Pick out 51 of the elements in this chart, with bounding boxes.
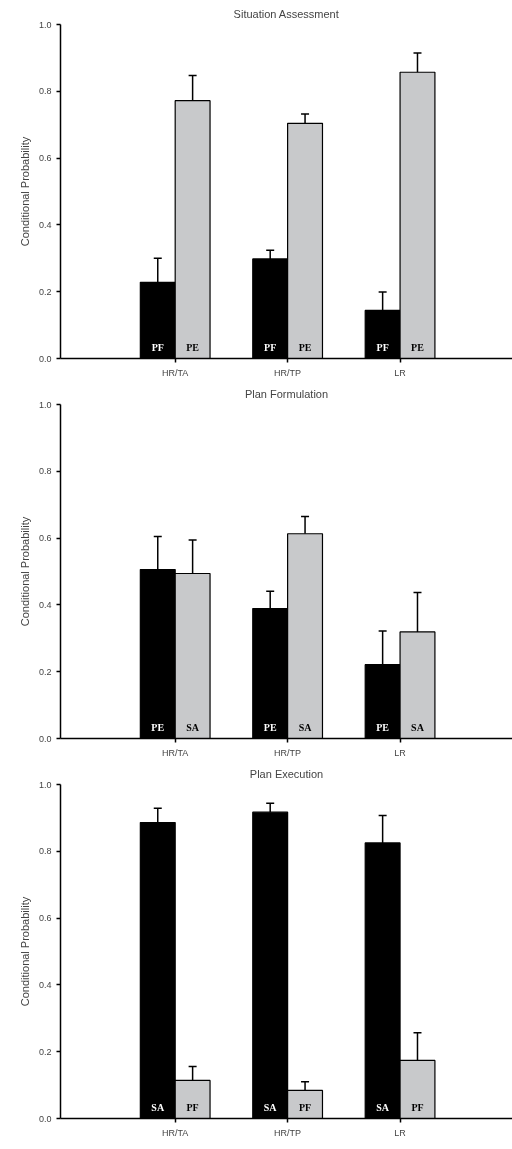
x-tick-label: LR (394, 747, 407, 758)
text: PE (411, 342, 424, 354)
y-tick-label: 0.2 (38, 286, 52, 297)
text: PF (264, 342, 277, 354)
y-tick-label: 1.0 (38, 399, 52, 410)
y-tick-label: 0.4 (38, 979, 52, 990)
y-tick-label: 1.0 (38, 19, 52, 30)
text: SA (298, 722, 312, 734)
text: PF (411, 1102, 424, 1114)
text: SA (263, 1102, 277, 1114)
text: PF (376, 342, 389, 354)
text: SA (376, 1102, 390, 1114)
series-label: PE (151, 722, 165, 734)
x-tick-label: LR (394, 367, 407, 378)
y-axis-title: Conditional Probability (18, 896, 31, 1007)
series-label: PE (186, 342, 200, 354)
chart-title: Plan Execution (249, 767, 324, 780)
series-label: PF (186, 1102, 199, 1114)
text: PF (298, 1102, 312, 1114)
x-tick-label: HR/TA (162, 367, 189, 378)
x-tick-label: HR/TP (274, 367, 302, 378)
y-tick-label: 0.6 (38, 533, 52, 544)
y-tick-label: 0.4 (38, 599, 52, 610)
y-tick-label: 0.0 (38, 733, 52, 744)
chart-title: Situation Assessment (233, 7, 339, 20)
x-tick-label: HR/TA (162, 747, 189, 758)
chart-title: Plan Formulation (244, 387, 329, 400)
series-label: PF (151, 342, 164, 354)
series-label: SA (186, 722, 200, 734)
x-tick-label: LR (394, 1127, 407, 1138)
text: SA (411, 722, 424, 734)
y-tick-label: 0.8 (38, 846, 52, 857)
y-tick-label: 0.0 (38, 353, 52, 364)
y-tick-label: 0.6 (38, 153, 52, 164)
y-axis-title: Conditional Probability (18, 136, 31, 247)
y-tick-label: 0.8 (38, 86, 52, 97)
y-tick-label: 1.0 (38, 779, 52, 790)
y-tick-label: 0.8 (38, 466, 52, 477)
text: PE (263, 722, 277, 734)
y-tick-label: 0.2 (38, 1046, 52, 1057)
text: PE (298, 342, 312, 354)
x-tick-label: HR/TP (274, 747, 302, 758)
x-tick-label: HR/TA (162, 1127, 189, 1138)
y-tick-label: 0.6 (38, 913, 52, 924)
x-tick-label: HR/TP (274, 1127, 302, 1138)
y-tick-label: 0.2 (38, 666, 52, 677)
series-label: SA (151, 1102, 165, 1114)
y-tick-label: 0.4 (38, 219, 52, 230)
y-axis-title: Conditional Probability (18, 516, 31, 627)
text: PE (376, 722, 390, 734)
y-tick-label: 0.0 (38, 1113, 52, 1124)
